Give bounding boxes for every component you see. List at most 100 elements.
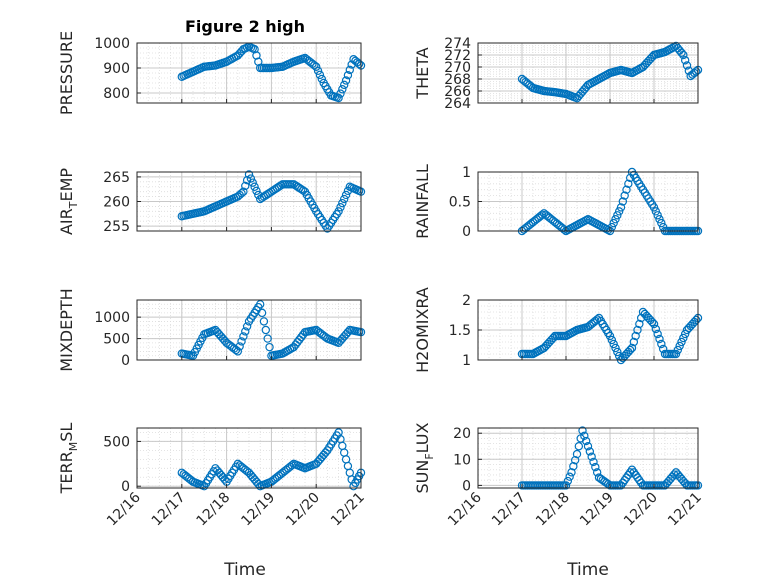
series-markers bbox=[177, 170, 366, 233]
data-point bbox=[653, 329, 662, 339]
data-point bbox=[625, 345, 635, 355]
y-tick-label: 1.5 bbox=[449, 323, 471, 339]
data-point bbox=[592, 315, 602, 324]
data-point bbox=[622, 185, 631, 194]
data-point bbox=[691, 315, 701, 325]
data-point bbox=[336, 203, 345, 212]
data-point bbox=[343, 70, 353, 80]
series-markers bbox=[177, 428, 366, 491]
data-point bbox=[609, 218, 618, 228]
data-point bbox=[312, 62, 321, 71]
data-point bbox=[313, 66, 323, 76]
y-axis-label: RAINFALL bbox=[413, 164, 432, 239]
y-tick-label: 270 bbox=[444, 60, 471, 76]
y-tick-label: 20 bbox=[453, 426, 471, 442]
data-point bbox=[341, 76, 351, 85]
data-point bbox=[657, 339, 666, 349]
subplot-sun-flux: 0 10 20 12/16 12/17 12/18 12/19 12/20 12/21 SUNFL… bbox=[413, 422, 705, 529]
series-markers bbox=[177, 300, 366, 360]
y-tick-label: 274 bbox=[444, 36, 471, 52]
y-tick-label: 0 bbox=[462, 478, 471, 494]
data-point bbox=[649, 203, 659, 212]
data-point bbox=[537, 210, 547, 219]
data-point bbox=[616, 203, 626, 212]
data-point bbox=[653, 211, 662, 220]
data-point bbox=[635, 319, 644, 329]
data-point bbox=[613, 347, 622, 357]
data-point bbox=[265, 342, 274, 352]
data-point bbox=[341, 190, 351, 200]
y-axis-label: MIXDEPTH bbox=[57, 288, 76, 371]
data-point bbox=[671, 349, 681, 359]
series-markers bbox=[517, 426, 703, 490]
x-axis-label-right: Time bbox=[566, 560, 609, 580]
data-point bbox=[235, 342, 244, 351]
y-axis-label: TERRMSL bbox=[57, 423, 80, 495]
data-point bbox=[220, 475, 229, 484]
data-point bbox=[569, 462, 578, 471]
y-axis-label: AIRTEMP bbox=[57, 168, 80, 235]
y-tick-label: 900 bbox=[103, 61, 130, 77]
y-tick-label: 264 bbox=[444, 96, 471, 112]
data-point bbox=[583, 442, 593, 451]
data-point bbox=[563, 476, 573, 486]
data-point bbox=[242, 175, 252, 185]
subplot-rainfall: 0 0.5 1 RAINFALL bbox=[413, 164, 703, 240]
data-point bbox=[237, 337, 246, 346]
data-point bbox=[244, 170, 254, 179]
data-point bbox=[233, 347, 242, 356]
data-point bbox=[354, 59, 364, 69]
x-tick-label: 12/20 bbox=[621, 490, 661, 530]
data-point bbox=[611, 214, 620, 224]
y-tick-label: 272 bbox=[444, 48, 471, 64]
subplot-terr-msl: 0 500 12/16 12/17 12/18 12/19 12/20 12/21 TERRMS… bbox=[57, 423, 368, 530]
y-tick-label: 0.5 bbox=[449, 195, 471, 211]
subplot-h2omixra: 1 1.5 2 H2OMIXRA bbox=[413, 287, 703, 373]
data-point bbox=[655, 214, 664, 224]
data-point bbox=[340, 194, 349, 204]
data-point bbox=[574, 442, 584, 451]
y-axis-label: THETA bbox=[413, 47, 432, 99]
y-tick-label: 10 bbox=[453, 452, 471, 468]
x-tick-label: 12/17 bbox=[149, 490, 189, 530]
data-point bbox=[587, 452, 596, 461]
data-point bbox=[675, 341, 684, 351]
data-point bbox=[620, 191, 629, 200]
subplot-air-temp: 255 260 265 AIRTEMP bbox=[57, 168, 366, 235]
data-point bbox=[651, 324, 661, 334]
x-tick-label: 12/20 bbox=[283, 490, 323, 530]
data-point bbox=[613, 211, 622, 220]
series-markers bbox=[517, 307, 703, 365]
y-tick-label: 265 bbox=[103, 170, 130, 186]
x-axis-label-left: Time bbox=[223, 560, 266, 580]
data-point bbox=[680, 56, 690, 65]
data-point bbox=[618, 197, 628, 206]
data-point bbox=[680, 329, 690, 339]
data-point bbox=[578, 426, 587, 435]
data-point bbox=[651, 207, 661, 216]
data-point bbox=[589, 457, 598, 467]
y-tick-label: 0 bbox=[462, 224, 471, 240]
y-tick-label: 255 bbox=[103, 219, 130, 235]
data-point bbox=[591, 462, 600, 472]
subplot-mixdepth: 0 500 1000 MIXDEPTH bbox=[57, 288, 366, 372]
data-point bbox=[605, 331, 615, 341]
data-point bbox=[340, 80, 349, 90]
data-point bbox=[246, 174, 256, 183]
data-point bbox=[239, 332, 248, 341]
data-point bbox=[252, 186, 261, 196]
data-point bbox=[669, 470, 679, 479]
data-point bbox=[627, 343, 637, 353]
axes-box bbox=[136, 299, 362, 361]
series-markers bbox=[517, 41, 703, 103]
data-point bbox=[572, 449, 582, 459]
data-point bbox=[580, 431, 589, 441]
x-tick-label: 12/18 bbox=[194, 490, 234, 530]
data-point bbox=[631, 331, 640, 341]
y-axis-label: SUNFLUX bbox=[413, 422, 436, 493]
data-point bbox=[336, 89, 345, 98]
y-axis-label: PRESSURE bbox=[57, 31, 76, 115]
